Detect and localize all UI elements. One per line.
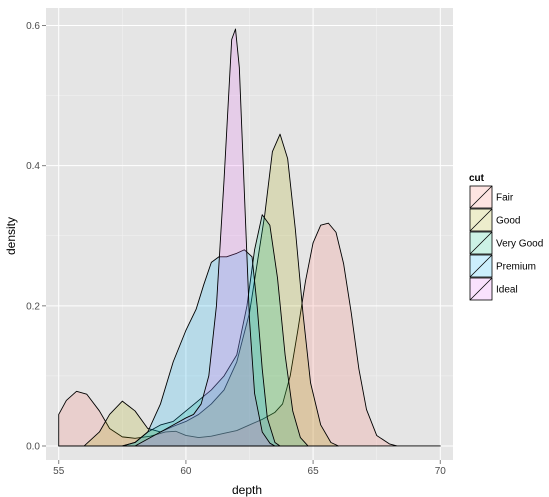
legend-title: cut (469, 173, 485, 184)
legend-swatch-diagonal (469, 254, 493, 278)
density-area-premium (121, 249, 281, 447)
legend-label-good: Good (496, 216, 520, 227)
y-tick-label: 0.0 (26, 441, 40, 452)
legend-swatch-diagonal (469, 208, 493, 232)
y-tick-label: 0.2 (26, 301, 40, 312)
y-tick-label: 0.4 (26, 161, 40, 172)
legend-key-fair: Fair (469, 185, 514, 209)
x-tick-label: 60 (180, 466, 192, 477)
legend: cut Fair Good Very Good Premium Ideal (469, 173, 543, 301)
legend-swatch-diagonal (469, 185, 493, 209)
x-axis: 55 60 65 70 (53, 460, 446, 477)
legend-key-premium: Premium (469, 254, 536, 278)
legend-key-ideal: Ideal (469, 277, 518, 301)
x-tick-label: 55 (53, 466, 65, 477)
legend-label-ideal: Ideal (496, 285, 518, 296)
density-area-good (58, 133, 339, 447)
x-tick-label: 65 (308, 466, 320, 477)
legend-swatch-diagonal (469, 277, 493, 301)
density-area-fair (58, 222, 441, 447)
density-area-ideal (134, 28, 276, 447)
x-tick-label: 70 (435, 466, 447, 477)
y-axis-title: density (4, 217, 18, 255)
density-series (58, 28, 441, 447)
legend-swatch-diagonal (469, 231, 493, 255)
y-axis: 0.0 0.2 0.4 0.6 (26, 21, 46, 452)
x-axis-title: depth (232, 483, 262, 497)
minor-gridlines (46, 8, 453, 460)
legend-key-good: Good (469, 208, 520, 232)
density-area-very-good (121, 214, 309, 447)
legend-label-very-good: Very Good (496, 239, 543, 250)
legend-key-very-good: Very Good (469, 231, 543, 255)
legend-label-premium: Premium (496, 262, 536, 273)
y-tick-label: 0.6 (26, 21, 40, 32)
legend-label-fair: Fair (496, 193, 514, 204)
